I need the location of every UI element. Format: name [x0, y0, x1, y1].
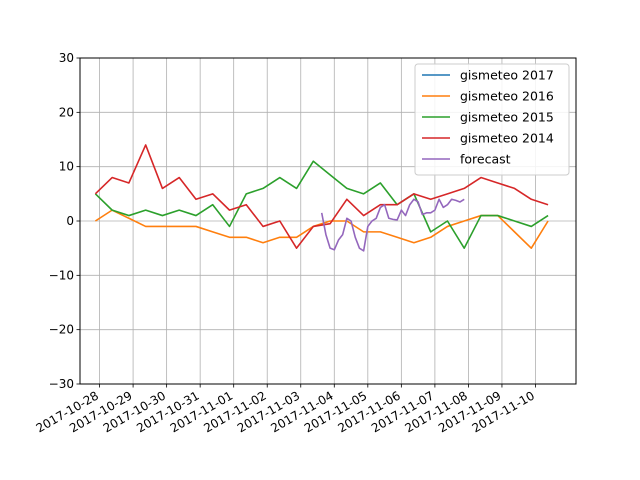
series-line-gismeteo-2015	[94, 160, 549, 249]
y-axis: −30 −20 −10 0 10 20 30	[49, 51, 80, 391]
legend-box	[414, 63, 570, 176]
legend-label: gismeteo 2014	[460, 131, 554, 146]
series-lines	[94, 144, 549, 252]
y-tick-label: 20	[59, 105, 74, 119]
series-line-gismeteo-2014	[94, 144, 549, 249]
legend-label: gismeteo 2017	[460, 68, 554, 83]
y-tick-label: 10	[59, 160, 74, 174]
y-tick-label: 0	[66, 214, 74, 228]
y-tick-label: −20	[49, 323, 74, 337]
y-tick-label: −10	[49, 268, 74, 282]
y-tick-label: 30	[59, 51, 74, 65]
series-line-forecast	[320, 198, 465, 252]
legend-label: gismeteo 2016	[460, 89, 554, 104]
series-line-gismeteo-2016	[94, 209, 549, 249]
legend: gismeteo 2017 gismeteo 2016 gismeteo 2015 g…	[414, 63, 570, 176]
legend-label: gismeteo 2015	[460, 110, 554, 125]
y-tick-label: −30	[49, 377, 74, 391]
legend-label: forecast	[460, 152, 511, 167]
